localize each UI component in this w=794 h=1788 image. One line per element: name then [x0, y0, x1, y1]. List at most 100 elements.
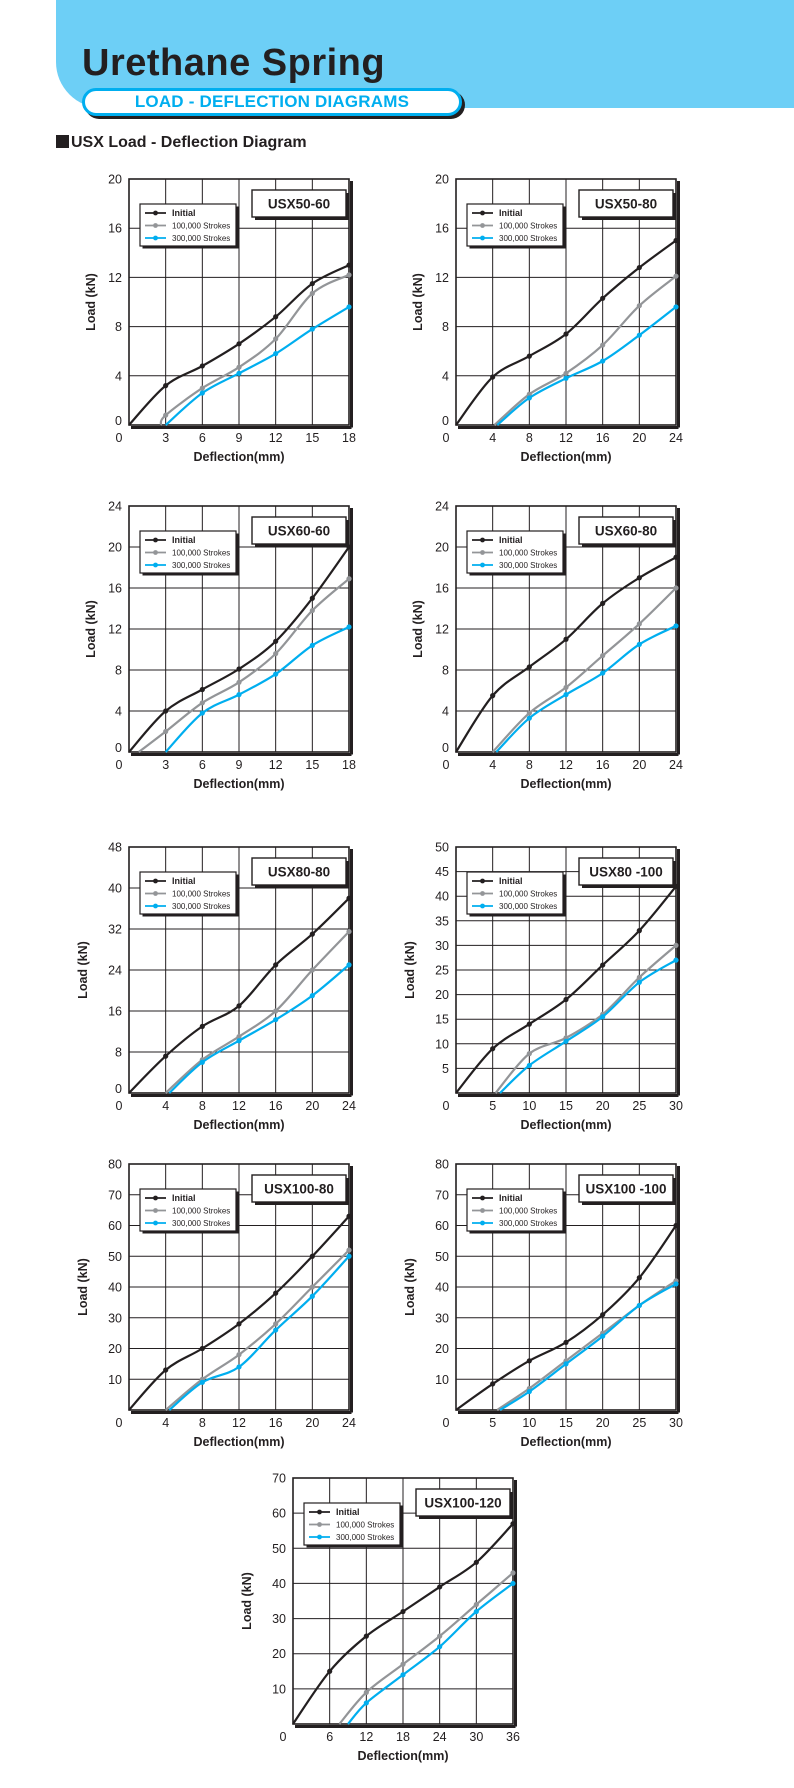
data-point	[363, 1700, 369, 1706]
chart-title-box: USX80-80	[251, 857, 349, 888]
data-point	[636, 303, 642, 309]
chart-usx80-100: 0 5 10 15 20 25 30 5 10 15 20 25 30 35 40 45 50 Deflectio…	[403, 841, 683, 1133]
y-tick-label: 50	[108, 1250, 122, 1264]
legend-item-300-000-strokes: 300,000 Strokes	[472, 902, 557, 911]
y-tick-label: 24	[435, 500, 449, 514]
data-point	[490, 1046, 496, 1052]
x-tick-label: 0	[443, 1099, 450, 1113]
legend: Initial 100,000 Strokes 300,000 Strokes	[303, 1502, 403, 1548]
legend-label: 300,000 Strokes	[172, 1219, 230, 1228]
series-initial	[455, 1222, 679, 1411]
legend-item-300-000-strokes: 300,000 Strokes	[145, 1219, 230, 1228]
y-tick-label: 20	[435, 1342, 449, 1356]
legend-marker	[153, 903, 158, 909]
legend-marker	[153, 1195, 158, 1201]
legend-marker	[480, 550, 485, 555]
x-tick-label: 8	[199, 1416, 206, 1430]
plot-frame	[128, 846, 350, 1094]
y-tick-label: 8	[115, 320, 122, 334]
data-point	[400, 1672, 406, 1678]
chart-title-box: USX100-120	[415, 1488, 513, 1519]
x-tick-label: 12	[559, 758, 573, 772]
legend-marker	[153, 878, 158, 884]
data-point	[473, 1601, 479, 1608]
header-band-extension	[460, 92, 794, 108]
x-tick-label: 18	[396, 1730, 410, 1744]
y-tick-label: 12	[108, 271, 122, 285]
data-point	[236, 370, 242, 376]
legend-marker	[153, 1208, 158, 1213]
plot-frame	[455, 846, 677, 1094]
legend-item-100-000-strokes: 100,000 Strokes	[145, 1207, 230, 1216]
y-tick-label: 25	[435, 964, 449, 978]
data-point	[636, 332, 642, 338]
legend-item-300-000-strokes: 300,000 Strokes	[145, 561, 230, 570]
data-point	[673, 237, 679, 244]
title-box	[251, 1174, 347, 1203]
data-point	[346, 962, 352, 968]
data-point	[673, 1222, 679, 1229]
legend-marker	[480, 1208, 485, 1213]
chart-title-box: USX50-80	[578, 189, 676, 220]
chart-title: USX50-80	[595, 197, 657, 212]
x-tick-label: 16	[596, 758, 610, 772]
data-point	[636, 641, 642, 647]
data-point	[673, 623, 679, 629]
x-tick-label: 36	[506, 1730, 520, 1744]
y-tick-label: 16	[435, 582, 449, 596]
legend-item-100-000-strokes: 100,000 Strokes	[309, 1521, 394, 1530]
series-initial	[455, 883, 679, 1094]
y-axis-label: Load (kN)	[240, 1572, 254, 1630]
series-line	[494, 944, 677, 1094]
series-100-000-strokes	[138, 576, 352, 753]
x-tick-label: 12	[232, 1099, 246, 1113]
data-point	[563, 636, 569, 642]
series-line	[499, 1282, 677, 1411]
y-tick-label: 0	[442, 741, 449, 755]
data-point	[199, 1059, 205, 1065]
x-tick-label: 0	[443, 758, 450, 772]
chart-usx50-80: 0 4 8 12 16 20 24 0 4 8 12 16 20 Deflection(mm) Load (…	[411, 173, 683, 465]
series-initial	[128, 895, 352, 1094]
data-point	[236, 341, 242, 347]
data-point	[309, 607, 315, 614]
data-point	[163, 412, 169, 418]
y-tick-label: 60	[435, 1219, 449, 1233]
series-300-000-strokes	[347, 1580, 516, 1725]
data-point	[600, 653, 606, 659]
series-300-000-strokes	[168, 962, 352, 1094]
data-point	[600, 962, 606, 968]
title-box	[251, 516, 347, 545]
y-tick-label: 20	[272, 1647, 286, 1661]
data-point	[510, 1521, 516, 1527]
x-tick-label: 0	[280, 1730, 287, 1744]
data-point	[309, 290, 315, 296]
legend-item-initial: Initial	[472, 208, 523, 218]
data-point	[163, 708, 169, 714]
data-point	[236, 679, 242, 685]
data-point	[636, 928, 642, 934]
data-point	[526, 664, 532, 670]
x-tick-label: 25	[632, 1099, 646, 1113]
series-line	[164, 930, 350, 1094]
data-point	[236, 364, 242, 370]
legend-label: 100,000 Strokes	[499, 222, 557, 231]
y-tick-label: 0	[115, 414, 122, 428]
y-tick-label: 20	[435, 173, 449, 187]
chart-usx60-60: 0 3 6 9 12 15 18 0 4 8 12 16 20 24 Deflection(mm) Load …	[84, 500, 356, 792]
x-tick-label: 25	[632, 1416, 646, 1430]
data-point	[636, 974, 642, 980]
series-100-000-strokes	[164, 1247, 352, 1411]
data-point	[199, 1379, 205, 1385]
data-point	[346, 272, 352, 278]
data-point	[600, 600, 606, 606]
legend-label: Initial	[499, 1193, 523, 1203]
chart-usx60-80: 0 4 8 12 16 20 24 0 4 8 12 16 20 24 Deflection(mm) Load…	[411, 500, 683, 792]
x-tick-label: 5	[489, 1416, 496, 1430]
y-tick-label: 4	[115, 705, 122, 719]
y-tick-label: 50	[435, 1250, 449, 1264]
y-axis-label: Load (kN)	[403, 941, 417, 999]
data-point	[309, 280, 315, 287]
chart-title: USX100-120	[424, 1496, 501, 1511]
x-tick-label: 24	[669, 758, 683, 772]
